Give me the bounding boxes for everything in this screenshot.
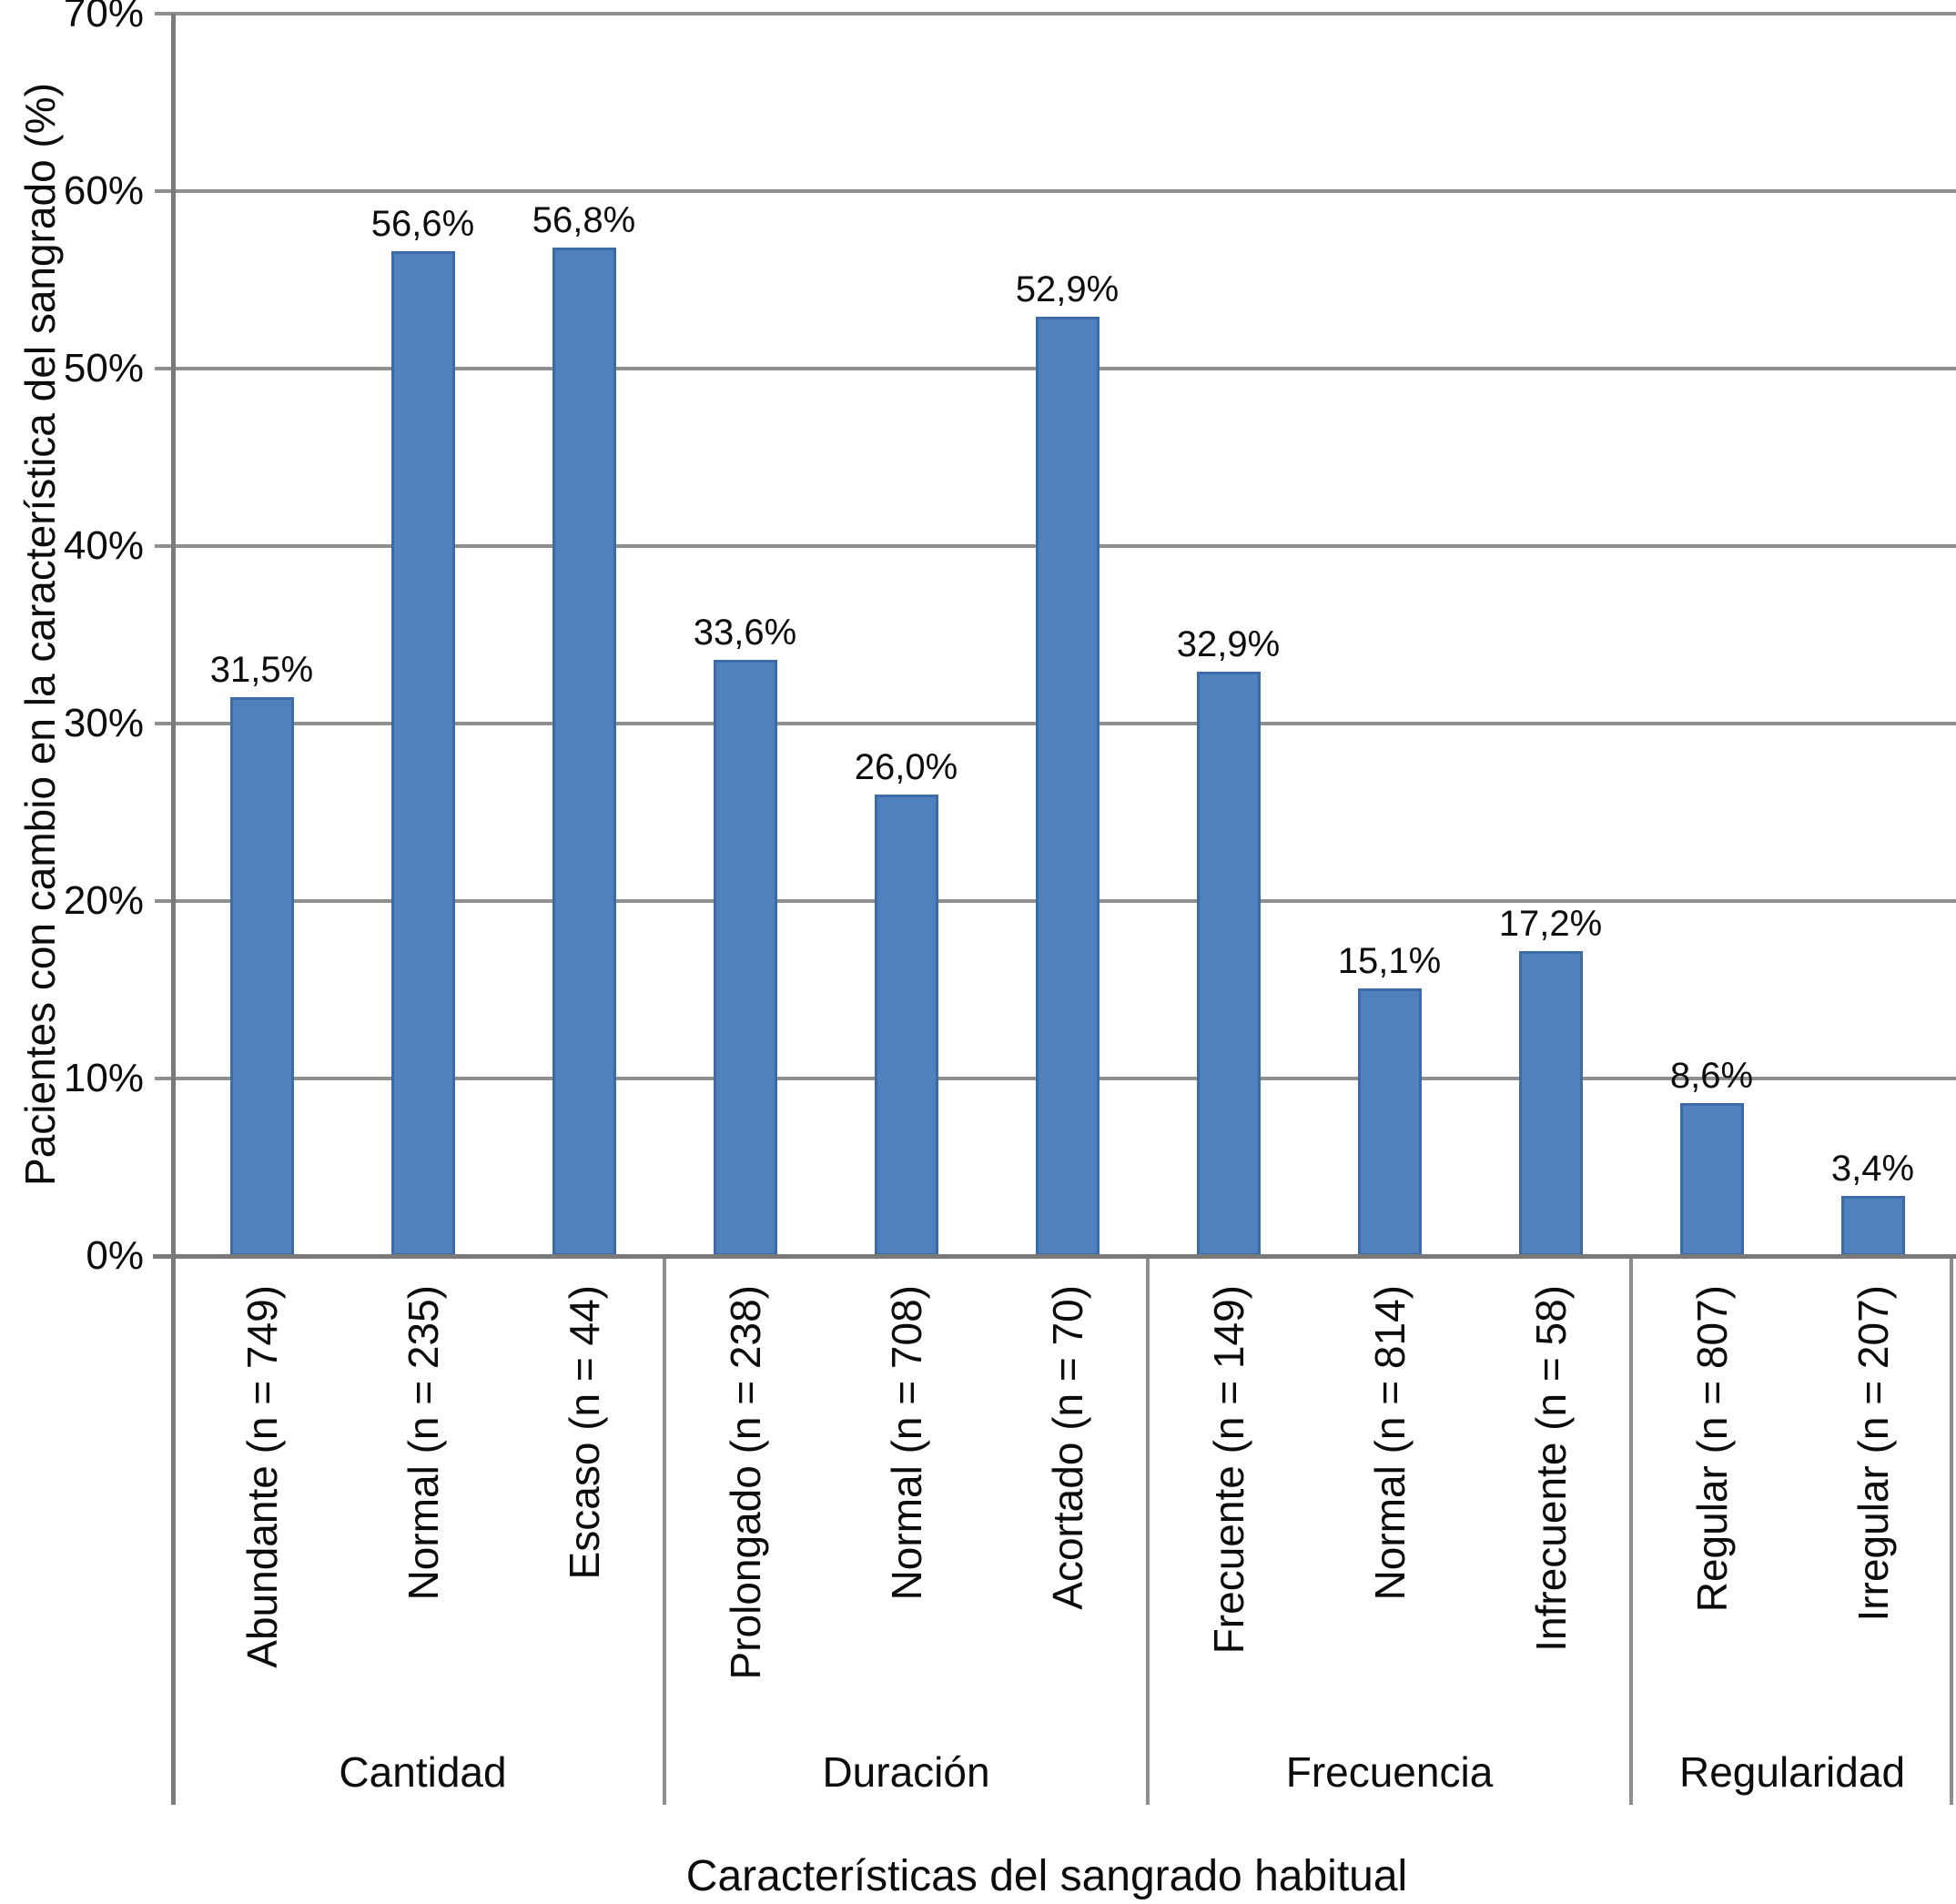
bar: [713, 659, 777, 1256]
bar: [1518, 950, 1583, 1256]
category-tick-label: Normal (n = 708): [882, 1285, 930, 1601]
category-tick-label: Frecuente (n = 149): [1204, 1285, 1252, 1655]
group-divider: [663, 1256, 666, 1805]
y-tick-label: 0%: [86, 1233, 144, 1278]
bar: [229, 696, 294, 1256]
bar-value-label: 31,5%: [209, 649, 314, 690]
group-label: Cantidad: [339, 1748, 507, 1796]
y-tick-label: 20%: [63, 878, 144, 923]
bar: [1196, 672, 1261, 1256]
group-label: Regularidad: [1678, 1748, 1906, 1796]
bar-value-label: 32,9%: [1176, 624, 1281, 665]
bar-value-label: 8,6%: [1669, 1056, 1754, 1097]
bar-value-label: 17,2%: [1498, 903, 1603, 944]
category-tick-label: Regular (n = 807): [1687, 1285, 1736, 1613]
gridline: [155, 12, 1956, 15]
y-tick-label: 50%: [63, 346, 144, 390]
gridline: [155, 189, 1956, 193]
y-tick-label: 10%: [63, 1056, 144, 1100]
bar: [1840, 1195, 1905, 1256]
group-divider: [1629, 1256, 1633, 1805]
bar: [552, 248, 616, 1256]
category-tick-label: Infrecuente (n = 58): [1526, 1285, 1575, 1652]
bar: [1035, 317, 1100, 1256]
y-tick-label: 70%: [63, 0, 144, 35]
group-divider: [1146, 1256, 1150, 1805]
category-tick-label: Normal (n = 235): [399, 1285, 447, 1601]
bar: [390, 251, 455, 1256]
category-tick-label: Normal (n = 814): [1365, 1285, 1414, 1601]
bar-value-label: 3,4%: [1830, 1148, 1915, 1189]
bar-value-label: 56,6%: [370, 204, 475, 245]
category-tick-label: Irregular (n = 207): [1849, 1285, 1897, 1622]
group-divider: [1950, 1256, 1953, 1805]
x-axis-title: Características del sangrado habitual: [685, 1852, 1408, 1900]
bar: [1679, 1103, 1744, 1256]
bar: [874, 795, 938, 1256]
bar-value-label: 56,8%: [532, 200, 636, 241]
bar-value-label: 33,6%: [693, 612, 797, 653]
y-tick-label: 30%: [63, 701, 144, 745]
category-tick-label: Prolongado (n = 238): [721, 1285, 769, 1680]
category-tick-label: Acortado (n = 70): [1043, 1285, 1091, 1610]
y-tick-label: 40%: [63, 523, 144, 568]
bar-value-label: 52,9%: [1015, 269, 1120, 310]
bar: [1357, 987, 1422, 1256]
y-axis-title: Pacientes con cambio en la característic…: [16, 83, 64, 1186]
group-label: Duración: [822, 1748, 990, 1796]
category-tick-label: Abundante (n = 749): [238, 1285, 286, 1668]
bar-value-label: 26,0%: [854, 747, 958, 787]
y-tick-label: 60%: [63, 168, 144, 213]
group-label: Frecuencia: [1285, 1748, 1494, 1796]
bar-value-label: 15,1%: [1337, 940, 1442, 981]
x-axis-line: [153, 1254, 1956, 1259]
y-axis-line: [171, 14, 176, 1805]
category-tick-label: Escaso (n = 44): [560, 1285, 608, 1580]
